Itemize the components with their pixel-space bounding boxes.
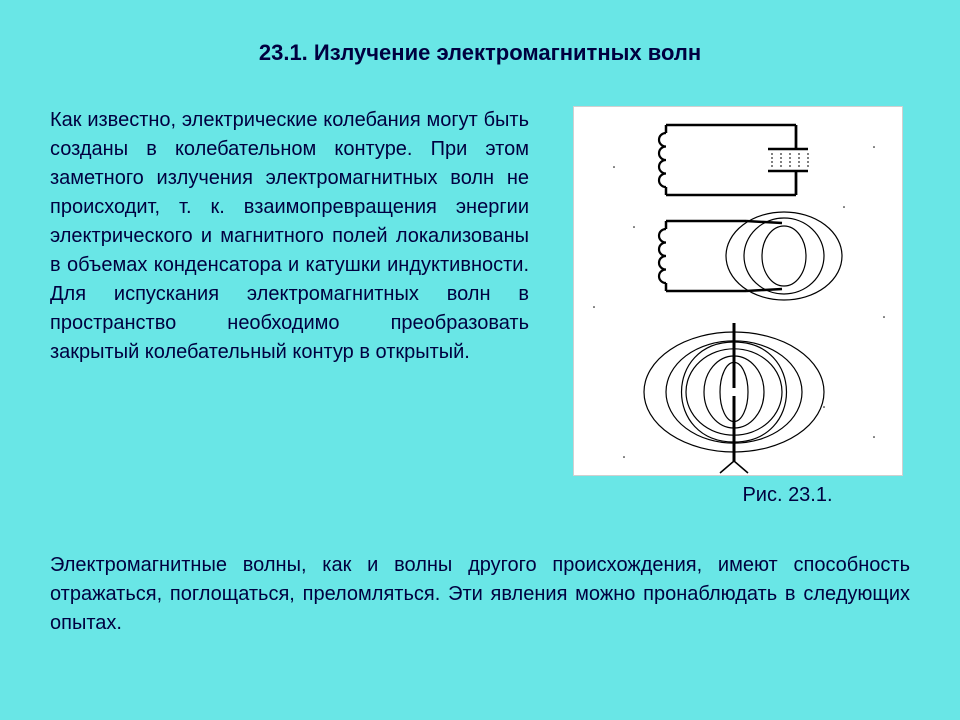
page-title: 23.1. Излучение электромагнитных волн: [50, 40, 910, 66]
figure-column: Рис. 23.1.: [565, 106, 910, 507]
content-row: Как известно, электрические колебания мо…: [50, 106, 910, 507]
figure-caption: Рис. 23.1.: [642, 484, 832, 507]
main-paragraph: Как известно, электрические колебания мо…: [50, 106, 529, 367]
bottom-paragraph: Электромагнитные волны, как и волны друг…: [50, 551, 910, 638]
figure-box: [573, 106, 903, 476]
figure-svg: [574, 107, 904, 477]
